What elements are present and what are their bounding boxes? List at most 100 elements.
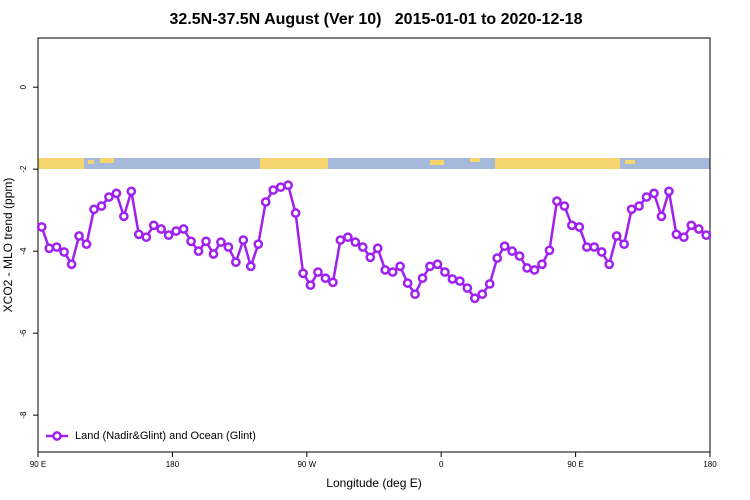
y-tick-label: -2 — [19, 165, 28, 173]
data-point — [59, 247, 69, 257]
data-point — [305, 280, 316, 291]
plot-frame — [37, 37, 711, 453]
y-tick-label: -4 — [19, 247, 28, 255]
data-point — [216, 237, 226, 247]
data-point — [477, 289, 488, 300]
data-point — [604, 259, 615, 270]
data-point — [238, 235, 249, 245]
data-point — [567, 220, 577, 231]
x-tick-label: 90 E — [567, 460, 583, 469]
data-point — [686, 220, 697, 231]
data-point — [656, 211, 667, 222]
data-point — [387, 267, 398, 277]
data-point — [96, 201, 107, 211]
data-point — [372, 243, 383, 254]
data-point — [611, 231, 622, 241]
data-point — [253, 239, 264, 250]
data-point — [350, 237, 361, 247]
y-tick-label: -8 — [19, 411, 28, 419]
series-line — [40, 183, 708, 300]
data-point — [245, 261, 256, 272]
data-point — [469, 293, 480, 304]
data-point — [626, 204, 637, 215]
data-point — [395, 261, 405, 272]
data-point — [126, 186, 137, 197]
data-point — [537, 259, 547, 270]
data-point — [104, 192, 114, 202]
x-tick-label: 180 — [703, 460, 717, 469]
data-point — [664, 186, 674, 197]
data-point — [320, 273, 331, 284]
data-point — [260, 197, 271, 207]
legend-marker — [52, 431, 62, 441]
data-point — [74, 231, 84, 241]
data-point — [89, 204, 99, 215]
data-point — [141, 232, 152, 243]
y-tick-label: 0 — [19, 84, 28, 89]
data-point — [522, 263, 532, 273]
data-point — [455, 276, 465, 286]
data-point — [223, 242, 234, 252]
data-point — [208, 249, 219, 259]
data-point — [193, 246, 204, 256]
data-point — [559, 201, 570, 211]
data-point — [417, 273, 428, 284]
data-point — [544, 245, 555, 256]
data-point — [201, 236, 211, 247]
data-point — [51, 242, 62, 252]
data-point — [66, 259, 77, 270]
data-point — [111, 188, 122, 199]
data-point — [335, 235, 346, 245]
data-point — [447, 274, 458, 284]
data-point — [357, 242, 368, 252]
y-tick-label: -6 — [19, 329, 28, 337]
data-point — [178, 224, 189, 234]
data-point — [440, 267, 450, 277]
x-axis-label: Longitude (deg E) — [326, 476, 421, 490]
data-point — [156, 224, 167, 234]
data-point — [410, 289, 420, 300]
data-point — [581, 242, 592, 252]
data-point — [671, 229, 682, 240]
data-point — [634, 201, 644, 211]
y-axis-label: XCO2 - MLO trend (ppm) — [1, 178, 15, 313]
data-point — [36, 222, 47, 232]
data-point — [619, 239, 629, 250]
data-point — [574, 222, 585, 232]
data-point — [514, 251, 525, 261]
chart-title: 32.5N-37.5N August (Ver 10) 2015-01-01 t… — [170, 11, 583, 28]
data-point — [462, 283, 473, 293]
data-point — [163, 230, 174, 241]
data-point — [290, 208, 301, 218]
data-point — [552, 196, 562, 206]
x-tick-label: 90 W — [297, 460, 316, 469]
data-point — [365, 252, 376, 263]
data-point — [701, 230, 712, 241]
data-point — [44, 243, 55, 254]
data-point — [649, 188, 659, 199]
data-point — [119, 211, 129, 222]
data-point — [275, 182, 286, 193]
data-point — [507, 246, 517, 256]
legend-label: Land (Nadir&Glint) and Ocean (Glint) — [75, 430, 256, 442]
data-point — [641, 192, 652, 202]
data-point — [328, 277, 338, 288]
data-point — [589, 242, 600, 252]
data-point — [148, 220, 159, 231]
x-tick-label: 90 E — [30, 460, 46, 469]
data-point — [313, 267, 323, 277]
data-point — [343, 232, 353, 243]
data-point — [171, 226, 181, 236]
data-point — [425, 261, 435, 272]
data-point — [186, 236, 196, 247]
data-point — [693, 224, 704, 234]
x-tick-label: 0 — [439, 460, 444, 469]
data-point — [268, 185, 279, 195]
data-point — [380, 265, 391, 275]
data-point — [402, 278, 413, 288]
data-point — [432, 259, 443, 270]
data-point — [596, 247, 607, 257]
land-ocean-strip — [38, 158, 710, 169]
data-point — [283, 180, 293, 191]
